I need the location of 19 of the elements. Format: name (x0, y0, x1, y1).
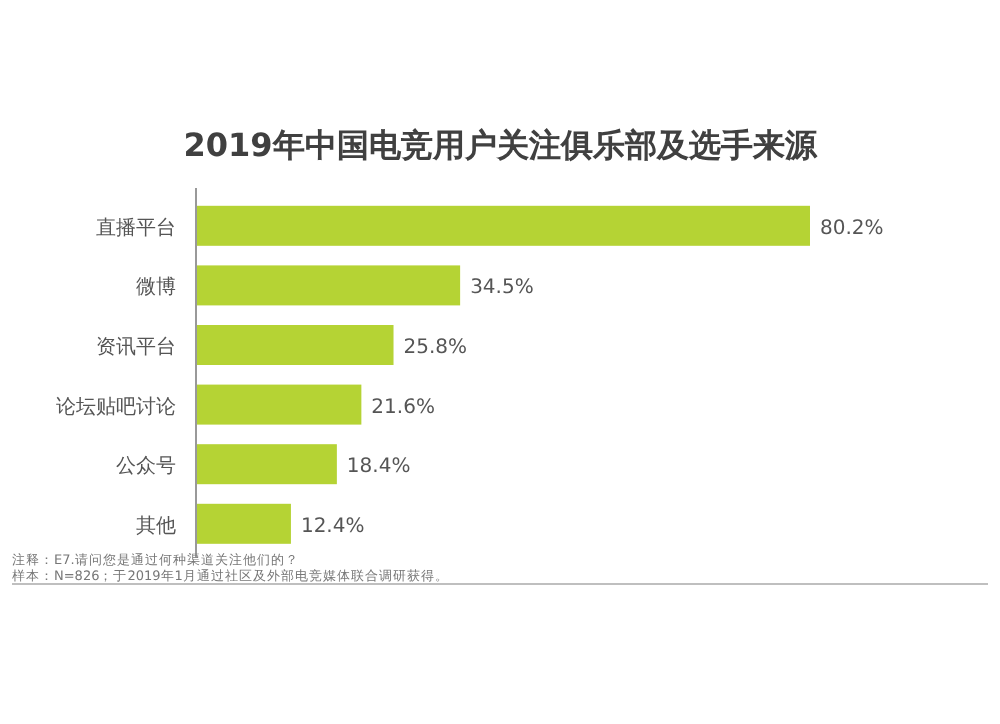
y-tick-label: 直播平台 (96, 215, 176, 240)
data-label: 18.4% (346, 456, 411, 479)
bar (196, 205, 810, 246)
data-label: 25.8% (403, 337, 468, 359)
bar (196, 503, 291, 544)
y-tick-label: 论坛贴吧讨论 (56, 394, 176, 419)
y-tick-label: 公众号 (116, 454, 176, 479)
y-tick-label: 其他 (136, 513, 176, 538)
y-tick-label: 微博 (136, 275, 176, 300)
data-label: 34.5% (470, 277, 534, 300)
data-label: 21.6% (371, 396, 435, 419)
bar (196, 384, 362, 425)
y-tick-label: 资讯平台 (96, 335, 176, 359)
bar (196, 325, 394, 365)
bar (196, 265, 461, 306)
chart-title: 2019年中国电竞用户关注俱乐部及选手来源 (183, 126, 819, 164)
data-label: 12.4% (300, 515, 365, 538)
bar (196, 444, 337, 485)
data-label: 80.2% (820, 217, 884, 240)
